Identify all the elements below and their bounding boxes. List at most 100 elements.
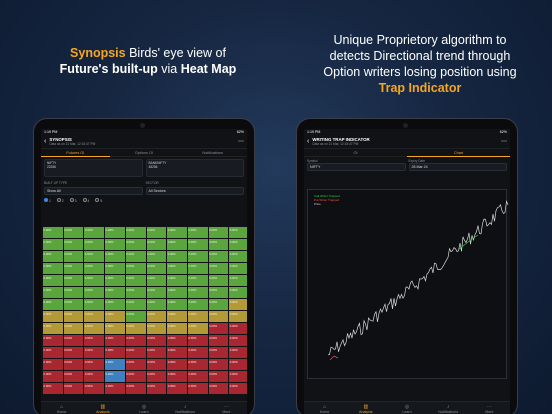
heatmap-cell[interactable]: 0.00%	[84, 263, 105, 274]
heatmap-cell[interactable]: 0.00%	[84, 347, 105, 358]
heatmap-cell[interactable]: 0.00%	[105, 371, 125, 382]
heatmap-cell[interactable]: 0.00%	[105, 239, 125, 250]
heatmap-cell[interactable]: 0.00%	[187, 239, 208, 250]
heatmap-cell[interactable]: 0.00%	[43, 383, 63, 394]
heatmap-cell[interactable]: 0.00%	[125, 227, 146, 238]
heatmap-cell[interactable]: 0.00%	[125, 311, 146, 322]
heatmap-cell[interactable]: 0.00%	[208, 383, 229, 394]
more-icon[interactable]: ⋯	[238, 139, 244, 145]
heatmap-cell[interactable]: 0.00%	[208, 359, 229, 370]
heatmap-cell[interactable]: 0.00%	[105, 323, 125, 334]
heatmap-cell[interactable]: 0.00%	[167, 311, 187, 322]
heatmap-cell[interactable]: 0.00%	[187, 299, 208, 310]
heatmap-cell[interactable]: 0.00%	[125, 263, 146, 274]
heatmap-cell[interactable]: 0.00%	[229, 311, 247, 322]
expiry-select[interactable]: 28 Mar 24	[408, 163, 507, 171]
heatmap-cell[interactable]: 0.00%	[208, 287, 229, 298]
heatmap-cell[interactable]: 0.00%	[105, 335, 125, 346]
heatmap-cell[interactable]: 0.00%	[167, 323, 187, 334]
heatmap-cell[interactable]: 0.00%	[84, 359, 105, 370]
heatmap-cell[interactable]: 0.00%	[229, 323, 247, 334]
heatmap-cell[interactable]: 0.00%	[63, 383, 84, 394]
heatmap-cell[interactable]: 0.00%	[125, 347, 146, 358]
heatmap-cell[interactable]: 0.00%	[167, 287, 187, 298]
heatmap-cell[interactable]: 0.00%	[125, 275, 146, 286]
heatmap-cell[interactable]: 0.00%	[229, 227, 247, 238]
back-arrow-icon[interactable]: ‹	[44, 138, 47, 145]
tab-futures-oi[interactable]: Futures OI	[41, 149, 110, 157]
heatmap-cell[interactable]: 0.00%	[84, 383, 105, 394]
heatmap-cell[interactable]: 0.00%	[105, 227, 125, 238]
heatmap-cell[interactable]: 0.00%	[84, 239, 105, 250]
heatmap-cell[interactable]: 0.00%	[43, 239, 63, 250]
heatmap-cell[interactable]: 0.00%	[146, 275, 167, 286]
heatmap-cell[interactable]: 0.00%	[187, 263, 208, 274]
heatmap-cell[interactable]: 0.00%	[146, 335, 167, 346]
radio-option[interactable]: 3	[69, 198, 77, 203]
heatmap-cell[interactable]: 0.00%	[146, 323, 167, 334]
nav-learn[interactable]: ◎ Learn	[386, 402, 427, 414]
heatmap-cell[interactable]: 0.00%	[84, 335, 105, 346]
heatmap-cell[interactable]: 0.00%	[208, 263, 229, 274]
heatmap-cell[interactable]: 0.00%	[229, 263, 247, 274]
heatmap-cell[interactable]: 0.00%	[63, 371, 84, 382]
heatmap-cell[interactable]: 0.00%	[43, 275, 63, 286]
heatmap-cell[interactable]: 0.00%	[43, 299, 63, 310]
heatmap-cell[interactable]: 0.00%	[208, 347, 229, 358]
radio-option[interactable]: 2	[56, 198, 64, 203]
banknifty-card[interactable]: BANKNIFTY 48256	[145, 159, 244, 177]
heatmap-cell[interactable]: 0.00%	[167, 239, 187, 250]
more-icon[interactable]: ⋯	[501, 139, 507, 145]
heatmap-cell[interactable]: 0.00%	[43, 287, 63, 298]
heatmap-cell[interactable]: 0.00%	[187, 359, 208, 370]
heatmap-cell[interactable]: 0.00%	[63, 335, 84, 346]
heatmap-cell[interactable]: 0.00%	[84, 287, 105, 298]
heatmap-cell[interactable]: 0.00%	[229, 239, 247, 250]
nav-learn[interactable]: ◎ Learn	[123, 402, 164, 414]
heatmap-cell[interactable]: 0.00%	[167, 335, 187, 346]
heatmap-cell[interactable]: 0.00%	[187, 335, 208, 346]
heatmap-cell[interactable]: 0.00%	[208, 371, 229, 382]
heatmap-cell[interactable]: 0.00%	[146, 347, 167, 358]
heatmap-cell[interactable]: 0.00%	[187, 311, 208, 322]
nav-more[interactable]: ⋯ More	[469, 402, 510, 414]
heatmap-cell[interactable]: 0.00%	[187, 275, 208, 286]
heatmap-cell[interactable]: 0.00%	[84, 275, 105, 286]
heatmap-cell[interactable]: 0.00%	[105, 383, 125, 394]
heatmap-cell[interactable]: 0.00%	[43, 311, 63, 322]
heatmap-cell[interactable]: 0.00%	[63, 227, 84, 238]
tab-chart[interactable]: Chart	[407, 149, 510, 157]
heatmap-cell[interactable]: 0.00%	[146, 251, 167, 262]
heatmap-cell[interactable]: 0.00%	[105, 287, 125, 298]
built-up-dropdown[interactable]: Show All	[44, 187, 143, 195]
nav-notifications[interactable]: ♪ Notifications	[428, 402, 469, 414]
heatmap-cell[interactable]: 0.00%	[167, 275, 187, 286]
heatmap-cell[interactable]: 0.00%	[105, 275, 125, 286]
heatmap-cell[interactable]: 0.00%	[187, 347, 208, 358]
tab-options-oi[interactable]: Options OI	[109, 149, 179, 157]
nav-analysis[interactable]: ▥ Analysis	[345, 402, 386, 414]
heatmap-cell[interactable]: 0.00%	[146, 359, 167, 370]
tab-oi[interactable]: OI	[304, 149, 407, 157]
heatmap-cell[interactable]: 0.00%	[105, 263, 125, 274]
nav-more[interactable]: ⋯ More	[206, 402, 247, 414]
heatmap-cell[interactable]: 0.00%	[125, 323, 146, 334]
heatmap-cell[interactable]: 0.00%	[208, 311, 229, 322]
heatmap-cell[interactable]: 0.00%	[146, 311, 167, 322]
heatmap-cell[interactable]: 0.00%	[229, 275, 247, 286]
heatmap-cell[interactable]: 0.00%	[105, 359, 125, 370]
heatmap-cell[interactable]: 0.00%	[63, 239, 84, 250]
heatmap-cell[interactable]: 0.00%	[146, 287, 167, 298]
heatmap-cell[interactable]: 0.00%	[187, 287, 208, 298]
heatmap-cell[interactable]: 0.00%	[167, 299, 187, 310]
nav-analysis[interactable]: ▥ Analysis	[82, 402, 123, 414]
heatmap-cell[interactable]: 0.00%	[84, 323, 105, 334]
heatmap-cell[interactable]: 0.00%	[146, 263, 167, 274]
back-arrow-icon[interactable]: ‹	[307, 138, 310, 145]
heatmap-cell[interactable]: 0.00%	[63, 251, 84, 262]
heatmap-cell[interactable]: 0.00%	[125, 383, 146, 394]
heatmap-cell[interactable]: 0.00%	[208, 275, 229, 286]
heatmap-cell[interactable]: 0.00%	[187, 383, 208, 394]
heatmap-cell[interactable]: 0.00%	[229, 251, 247, 262]
trap-chart[interactable]: Call Writer Trapped Put Writer Trapped P…	[307, 189, 509, 379]
